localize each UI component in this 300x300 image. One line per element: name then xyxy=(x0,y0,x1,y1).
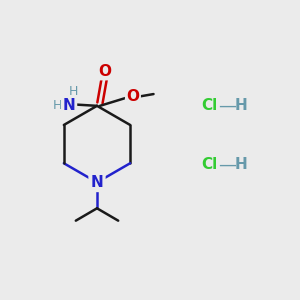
Text: H: H xyxy=(69,85,78,98)
Text: H: H xyxy=(53,99,62,112)
Text: —: — xyxy=(218,97,236,115)
Text: —: — xyxy=(218,156,236,174)
Text: N: N xyxy=(63,98,75,113)
Text: Cl: Cl xyxy=(201,98,217,113)
Text: H: H xyxy=(235,157,248,172)
Text: O: O xyxy=(126,89,140,104)
Text: O: O xyxy=(98,64,112,79)
Text: H: H xyxy=(235,98,248,113)
Text: Cl: Cl xyxy=(201,157,217,172)
Text: N: N xyxy=(91,175,103,190)
